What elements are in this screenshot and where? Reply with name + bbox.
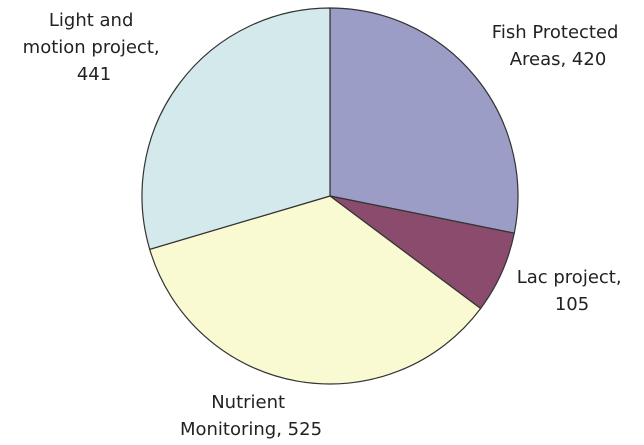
label-line: Areas, 420 [510,49,607,70]
label-line: 105 [555,294,589,315]
slice-label: Nutrient Monitoring, 525 [180,392,322,440]
label-line: Nutrient [211,392,291,413]
label-line: Monitoring, 525 [180,419,322,440]
label-line: 441 [77,64,111,85]
slice-label: Light and motion project, 441 [23,10,166,85]
pie-slice [329,7,519,234]
label-line: Light and [49,10,139,31]
slice-label: Lac project, 105 [517,267,628,315]
label-line: Fish Protected [492,22,624,43]
slice-label: Fish Protected Areas, 420 [492,22,624,70]
label-line: motion project, [23,37,166,58]
pie-slice [141,7,331,251]
pie-slice [148,195,482,385]
label-line: Lac project, [517,267,628,288]
